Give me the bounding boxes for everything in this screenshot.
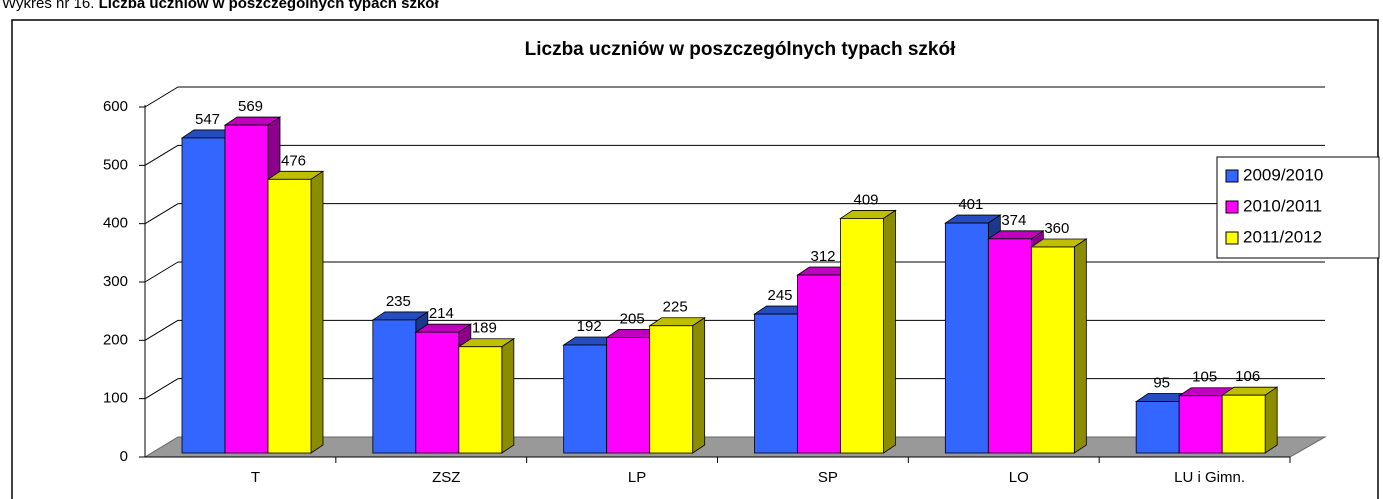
bar-front xyxy=(1178,395,1223,454)
x-tick-label: SP xyxy=(818,469,838,486)
bar-front xyxy=(840,218,884,454)
caption: Wykres nr 16. Liczba uczniów w poszczegó… xyxy=(2,0,439,12)
value-label: 205 xyxy=(620,310,645,327)
y-tick-label: 200 xyxy=(103,331,128,348)
value-label: 105 xyxy=(1192,369,1217,386)
legend-label: 2010/2011 xyxy=(1243,196,1322,215)
bar-front xyxy=(1221,394,1266,454)
grid-line xyxy=(144,144,179,166)
value-label: 360 xyxy=(1044,220,1069,237)
bar xyxy=(839,209,897,454)
x-tick-label: LU i Gimn. xyxy=(1174,469,1245,486)
bar xyxy=(1030,238,1088,454)
bar-front xyxy=(563,344,608,454)
bar xyxy=(457,338,516,454)
bar-side xyxy=(1264,386,1278,454)
value-label: 476 xyxy=(281,152,306,169)
y-tick-label: 0 xyxy=(120,448,128,465)
bar-front xyxy=(415,331,460,454)
x-tick-label: T xyxy=(251,469,260,486)
bar-front xyxy=(458,346,503,454)
x-tick-label: LO xyxy=(1009,469,1029,486)
value-label: 409 xyxy=(853,191,878,208)
legend-label: 2011/2012 xyxy=(1243,227,1322,246)
grid-line xyxy=(144,319,179,341)
value-label: 569 xyxy=(238,98,263,115)
grid-line xyxy=(144,203,179,225)
legend-box xyxy=(1216,156,1380,259)
value-label: 312 xyxy=(810,248,835,265)
bar-side xyxy=(1073,238,1087,454)
bar-front xyxy=(1135,401,1180,454)
bar-side xyxy=(501,338,515,454)
bar-front xyxy=(181,137,226,454)
chart-title: Liczba uczniów w poszczególnych typach s… xyxy=(525,39,956,60)
bar xyxy=(266,170,325,454)
bar-front xyxy=(797,274,841,454)
value-label: 106 xyxy=(1235,368,1260,385)
bar-front xyxy=(987,238,1032,454)
bar-front xyxy=(224,124,269,454)
value-label: 235 xyxy=(386,293,411,310)
bar-side xyxy=(883,209,896,454)
legend-swatch xyxy=(1225,200,1239,214)
y-tick-label: 600 xyxy=(103,98,128,115)
grid-line xyxy=(144,378,179,400)
caption-title: Liczba uczniów w poszczególnych typach s… xyxy=(99,0,440,12)
caption-label: Wykres nr 16. xyxy=(2,0,94,12)
legend-swatch xyxy=(1225,231,1239,245)
bar xyxy=(1220,386,1279,454)
x-tick-label: ZSZ xyxy=(432,469,460,486)
bar-front xyxy=(267,178,312,454)
x-tick-label: LP xyxy=(628,469,646,486)
bar-front xyxy=(606,337,651,454)
bar-front xyxy=(1030,246,1075,454)
value-label: 95 xyxy=(1153,375,1170,392)
grid-line xyxy=(144,86,179,108)
y-tick-label: 100 xyxy=(103,390,128,407)
value-label: 214 xyxy=(429,305,454,322)
legend-swatch xyxy=(1225,169,1239,183)
bar-front xyxy=(754,313,798,454)
bar-side xyxy=(310,170,324,454)
bar-front xyxy=(944,222,989,454)
value-label: 192 xyxy=(577,318,602,335)
bar-front xyxy=(649,325,694,454)
bar-front xyxy=(372,319,417,454)
legend-label: 2009/2010 xyxy=(1243,165,1323,184)
value-label: 225 xyxy=(663,299,688,316)
value-label: 547 xyxy=(195,111,220,128)
value-label: 245 xyxy=(767,287,792,304)
value-label: 374 xyxy=(1001,212,1026,229)
y-tick-label: 400 xyxy=(103,215,128,232)
y-tick-label: 500 xyxy=(103,156,128,173)
bar-side xyxy=(692,317,706,454)
grid-line xyxy=(144,261,179,283)
value-label: 189 xyxy=(472,320,497,337)
bar xyxy=(648,317,706,454)
value-label: 401 xyxy=(958,196,983,213)
y-tick-label: 300 xyxy=(103,273,128,290)
